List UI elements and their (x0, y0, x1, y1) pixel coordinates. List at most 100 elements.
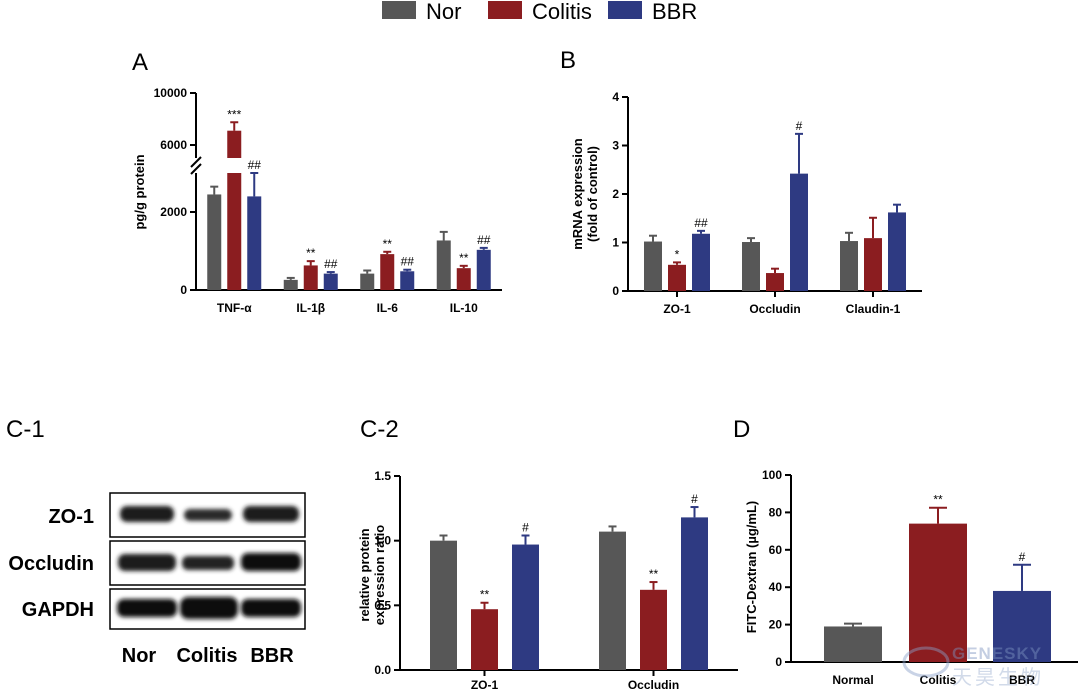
significance-mark: ** (383, 237, 393, 251)
significance-mark: ** (649, 567, 659, 581)
chart-b-ylabel2: (fold of control) (585, 146, 600, 242)
chart-a-ylabel: pg/g protein (132, 154, 147, 229)
y-tick-label: 60 (769, 543, 783, 557)
bar-colitis-zo-1 (668, 264, 686, 291)
y-tick-label: 100 (762, 468, 782, 482)
wb-band-zo1-colitis (184, 509, 232, 521)
significance-mark: ** (459, 251, 469, 265)
significance-mark: # (522, 520, 529, 534)
chart-c2: relative protein expression ratio 0.0 0.5… (357, 469, 738, 692)
significance-mark: # (1019, 550, 1026, 564)
legend-label-bbr: BBR (652, 0, 697, 24)
y-tick-label: 2 (612, 187, 619, 201)
wb-lane-label-colitis: Colitis (176, 645, 237, 667)
y-tick-label: 10000 (154, 86, 188, 100)
bar-bbr-zo-1 (512, 544, 539, 670)
bar-nor-occludin (742, 242, 760, 291)
bar-bbr-tnf (247, 196, 262, 290)
bar-nor-tnf (207, 194, 222, 290)
x-tick-label-normal: Normal (832, 673, 873, 687)
wb-row-label-zo1: ZO-1 (48, 506, 94, 528)
bar-bbr-zo-1 (692, 233, 710, 291)
chart-c2-ylabel2: expression ratio (372, 525, 387, 625)
legend-swatch-bbr (608, 1, 642, 19)
y-tick-label: 0 (775, 655, 782, 669)
chart-b: mRNA expression (fold of control) 0 1 2 3 4 Z… (570, 90, 922, 316)
y-tick-label: 1.5 (374, 469, 391, 483)
watermark: GENESKY 天昊生物 (902, 644, 1044, 689)
wb-band-gapdh-nor (117, 599, 177, 617)
bar-nor-il-1 (283, 279, 298, 290)
bar-nor-claudin-1 (840, 241, 858, 291)
bar-bbr-claudin-1 (888, 212, 906, 291)
axis-break-mark (190, 163, 202, 175)
watermark-line2: 天昊生物 (952, 666, 1044, 689)
y-tick-label: 0.5 (374, 598, 391, 612)
panel-label-d: D (733, 416, 750, 443)
x-tick-label-claudin-1: Claudin-1 (846, 302, 901, 316)
bar-colitis-claudin-1 (864, 238, 882, 291)
y-tick-label: 40 (769, 580, 783, 594)
legend-swatch-colitis (488, 1, 522, 19)
wb-band-zo1-bbr (243, 506, 299, 522)
wb-row-label-gapdh: GAPDH (22, 599, 94, 621)
bar-nor-occludin (599, 531, 626, 670)
y-tick-label: 0.0 (374, 663, 391, 677)
significance-mark: * (675, 247, 680, 261)
y-tick-label: 0 (180, 283, 187, 297)
y-tick-label: 6000 (160, 138, 187, 152)
y-tick-label: 0 (612, 284, 619, 298)
y-tick-label: 4 (612, 90, 619, 104)
panel-label-c1: C-1 (6, 416, 45, 443)
axis-break-mark (190, 156, 202, 168)
panel-label-b: B (560, 47, 576, 74)
wb-band-gapdh-bbr (241, 599, 301, 617)
y-tick-label: 3 (612, 139, 619, 153)
y-tick-label: 20 (769, 618, 783, 632)
bar-bbr (993, 590, 1051, 662)
wb-band-gapdh-colitis (180, 597, 238, 619)
significance-mark: ** (306, 246, 316, 260)
chart-b-ylabel: mRNA expression (570, 138, 585, 250)
x-tick-label-zo-1: ZO-1 (471, 678, 499, 692)
bar-bbr-il-6 (400, 271, 415, 290)
significance-mark: # (691, 492, 698, 506)
panel-label-c2: C-2 (360, 416, 399, 443)
panel-label-a: A (132, 49, 148, 76)
bar-nor-il-6 (360, 273, 375, 290)
legend-label-colitis: Colitis (532, 0, 592, 24)
bar-colitis (909, 523, 967, 662)
x-tick-label-occludin: Occludin (749, 302, 800, 316)
chart-d: FITC-Dextran (µg/mL) 0 20 40 60 80 100 Normal C… (744, 468, 1078, 687)
significance-mark: ** (933, 493, 943, 507)
bar-nor-il-10 (436, 240, 451, 290)
wb-lane-label-bbr: BBR (250, 645, 294, 667)
x-tick-label-il-1: IL-1β (296, 301, 325, 315)
y-tick-label: 2000 (160, 205, 187, 219)
y-tick-label: 80 (769, 505, 783, 519)
western-blot: ZO-1 Occludin GAPDH Nor Colitis BBR (8, 492, 306, 667)
bar-colitis-zo-1 (471, 609, 498, 670)
watermark-logo (902, 646, 950, 678)
significance-mark: ## (477, 233, 491, 247)
significance-mark: *** (227, 107, 241, 121)
wb-band-occludin-colitis (182, 556, 234, 570)
bar-colitis-occludin (766, 273, 784, 291)
legend-label-nor: Nor (426, 0, 461, 24)
wb-lane-label-nor: Nor (122, 645, 157, 667)
significance-mark: ## (401, 255, 415, 269)
significance-mark: ** (480, 588, 490, 602)
significance-mark: ## (694, 216, 708, 230)
chart-d-ylabel: FITC-Dextran (µg/mL) (744, 501, 759, 633)
y-tick-label: 1 (612, 236, 619, 250)
bar-colitis-il-10 (456, 268, 471, 290)
bar-colitis-il-1 (303, 265, 318, 290)
bar-nor-zo-1 (430, 540, 457, 670)
y-tick-label: 1.0 (374, 534, 391, 548)
chart-c2-ylabel: relative protein (357, 528, 372, 621)
bar-colitis-il-6 (380, 254, 395, 290)
legend-swatch-nor (382, 1, 416, 19)
significance-mark: ## (248, 158, 262, 172)
x-tick-label-il-6: IL-6 (377, 301, 399, 315)
bar-colitis-tnf (227, 130, 242, 158)
